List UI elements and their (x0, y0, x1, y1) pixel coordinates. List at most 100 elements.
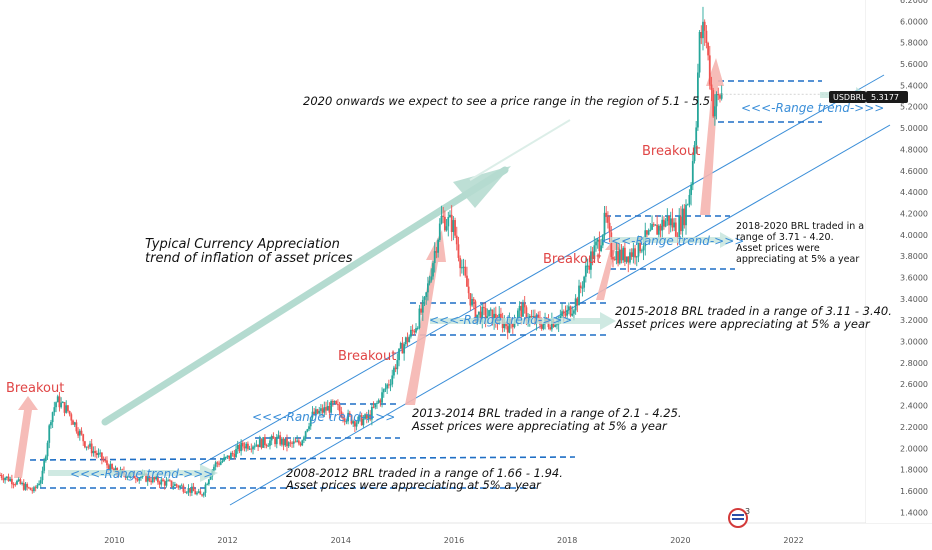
price-candle (420, 308, 423, 313)
price-candle (294, 441, 297, 443)
price-candle (517, 310, 519, 320)
price-tick-label: 4.0000 (900, 231, 928, 240)
price-candle (600, 245, 603, 251)
price-candle (649, 229, 652, 231)
price-candle (703, 21, 706, 31)
price-candle (581, 287, 584, 289)
price-candle (681, 208, 684, 232)
price-candle (508, 318, 511, 333)
price-candle (136, 479, 139, 481)
price-candle (639, 237, 642, 252)
price-candle (656, 224, 659, 235)
price-candle (603, 212, 606, 236)
time-axis[interactable]: 2010 2012 2014 2016 2018 2020 2022 (104, 536, 804, 545)
price-candle (394, 367, 397, 370)
price-candle (328, 406, 331, 413)
price-candle (666, 215, 669, 222)
price-candle (134, 478, 137, 480)
price-candle (318, 410, 321, 414)
price-tick-label: 6.0000 (900, 17, 928, 26)
note-2013-line2: Asset prices were appreciating at 5% a y… (411, 419, 668, 433)
price-candle (167, 480, 170, 482)
price-candle (14, 484, 17, 486)
price-candle (569, 306, 572, 316)
price-candle (338, 405, 341, 412)
price-candle (58, 396, 61, 408)
price-candle (252, 446, 254, 450)
price-tick-label: 3.0000 (900, 338, 928, 347)
price-candle (41, 470, 44, 481)
price-candle (443, 216, 446, 231)
brand-logo: 3 (728, 507, 750, 528)
price-candle (272, 436, 275, 439)
price-candle (637, 237, 640, 257)
price-candle (370, 406, 373, 420)
price-candle (187, 488, 190, 493)
price-candle (4, 478, 6, 481)
last-price-badge: 5.3177 (866, 91, 908, 103)
price-candle (44, 456, 47, 461)
price-candle (214, 462, 217, 467)
price-candle (415, 328, 417, 333)
price-candle (345, 421, 348, 423)
price-candle (201, 494, 203, 496)
price-candle (216, 462, 219, 464)
price-candle (61, 402, 64, 404)
price-candle (238, 444, 241, 452)
price-candle (481, 306, 484, 323)
price-candle (340, 411, 343, 418)
price-candle (466, 275, 468, 287)
price-candle (584, 265, 587, 277)
price-candle (265, 444, 268, 446)
price-candle (189, 488, 192, 493)
price-candle (399, 342, 402, 349)
note-2008-line2: Asset prices were appreciating at 5% a y… (285, 478, 542, 492)
note-2015-line2: Asset prices were appreciating at 5% a y… (614, 317, 871, 331)
range-trend-label-2020: <<<-Range trend->>> (741, 101, 884, 115)
price-candle (56, 396, 59, 403)
price-candle (80, 430, 83, 435)
price-candle (393, 367, 395, 376)
price-candle (100, 452, 103, 460)
price-candle (70, 414, 73, 421)
price-candle (518, 305, 521, 311)
price-tick-label: 4.4000 (900, 188, 928, 197)
price-candle (651, 224, 653, 230)
price-tick-label: 3.4000 (900, 295, 928, 304)
price-candle (469, 293, 472, 306)
price-candle (331, 401, 334, 403)
range-trend-label-2008: <<<-Range trend->>> (70, 467, 213, 481)
price-candle (472, 299, 475, 302)
price-candle (376, 402, 378, 404)
price-candle (483, 306, 485, 309)
price-candle (194, 491, 197, 495)
price-candle (106, 460, 108, 466)
price-candle (177, 485, 180, 488)
price-candle (26, 484, 29, 488)
price-candle (673, 222, 676, 228)
price-candle (440, 215, 443, 224)
price-candle (360, 415, 363, 426)
price-candle (204, 484, 207, 493)
price-candle (576, 298, 579, 306)
price-candle (84, 441, 86, 448)
price-candle (432, 263, 434, 277)
breakout-label-2014: Breakout (338, 349, 396, 364)
price-candle (447, 217, 450, 227)
price-axis: 1.4000 1.6000 1.8000 2.0000 2.2000 2.4000 2.60… (900, 0, 928, 517)
price-candle (87, 446, 90, 448)
price-candle (146, 476, 149, 482)
price-candle (479, 311, 482, 323)
price-candle (547, 320, 550, 328)
price-candle (192, 486, 195, 492)
price-candle (359, 415, 361, 417)
price-candle (561, 311, 563, 317)
price-candle (138, 478, 141, 481)
price-candle (598, 239, 601, 251)
price-candle (173, 484, 176, 487)
price-candle (153, 477, 156, 480)
price-candle (668, 215, 670, 226)
price-candle (391, 375, 394, 385)
price-axis-panel[interactable] (866, 0, 932, 523)
price-candle (243, 446, 246, 449)
